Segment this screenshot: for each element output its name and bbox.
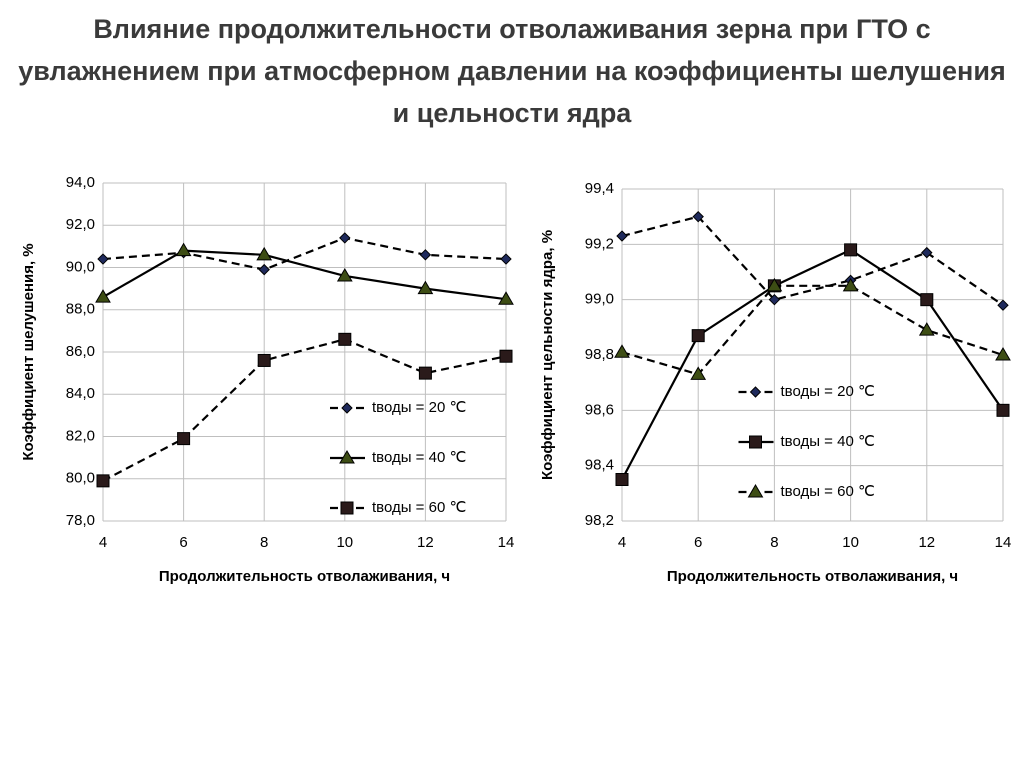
y-tick-label: 99,0 [585,291,614,308]
marker [997,299,1009,311]
legend-marker [749,386,762,398]
x-tick-label: 12 [918,534,935,551]
x-tick-label: 12 [417,534,434,551]
legend-marker [341,402,353,414]
marker [419,249,432,261]
marker [996,403,1010,417]
marker [918,322,935,336]
y-tick-label: 78,0 [66,512,95,529]
marker [257,353,271,367]
y-tick-label: 98,8 [585,346,614,363]
marker [96,474,110,488]
x-tick-label: 10 [336,534,353,551]
x-tick-label: 6 [694,534,702,551]
slide-title: Влияние продолжительности отволаживания … [18,14,1006,128]
y-tick-label: 82,0 [66,427,95,444]
marker [766,277,783,292]
x-tick-label: 8 [770,534,778,551]
y-tick-label: 98,2 [585,512,614,529]
y-tick-label: 80,0 [66,470,95,487]
marker [338,332,352,346]
marker [920,293,934,307]
marker [690,366,707,380]
legend-label: tводы = 60 ℃ [372,499,466,516]
x-tick-label: 10 [842,534,859,551]
series-line [621,248,1004,481]
y-tick-label: 99,2 [585,235,614,252]
x-axis-label: Продолжительность отволаживания, ч [667,568,958,585]
x-tick-label: 14 [498,534,515,551]
marker [691,329,705,343]
y-tick-label: 99,4 [585,180,614,197]
marker [842,277,859,292]
y-tick-label: 84,0 [66,385,95,402]
marker [615,473,629,486]
legend-marker [339,450,355,464]
marker [177,432,191,446]
y-tick-label: 90,0 [66,258,95,275]
marker [97,253,109,265]
marker [614,344,630,358]
x-axis-label: Продолжительность отволаживания, ч [159,568,450,585]
marker [336,267,353,282]
y-tick-label: 92,0 [66,216,95,233]
legend-label: tводы = 20 ℃ [781,383,875,400]
legend-label: tводы = 60 ℃ [781,483,875,500]
legend-marker [747,484,764,498]
x-tick-label: 8 [260,534,268,551]
marker [256,246,273,261]
y-tick-label: 86,0 [66,343,95,360]
marker [844,243,858,257]
marker [418,366,432,380]
marker [616,230,628,242]
x-tick-label: 6 [179,534,187,551]
marker [768,293,781,306]
legend-marker [749,435,762,449]
marker [500,253,512,265]
y-axis-label: Коэффициент шелушения, % [20,243,37,460]
y-tick-label: 98,4 [585,457,614,474]
marker [692,210,704,223]
legend-marker [340,501,354,515]
y-tick-label: 98,6 [585,401,614,418]
legend-label: tводы = 40 ℃ [781,433,875,450]
marker [417,280,434,295]
marker [95,289,111,303]
y-tick-label: 94,0 [66,174,95,191]
x-tick-label: 14 [995,534,1012,551]
x-tick-label: 4 [618,534,626,551]
marker [921,246,933,259]
x-tick-label: 4 [99,534,107,551]
marker [258,263,270,276]
y-tick-label: 88,0 [66,301,95,318]
legend-label: tводы = 40 ℃ [372,449,466,466]
y-axis-label: Коэффициент цельности ядра, % [539,230,556,480]
series-line [621,284,1004,376]
marker [339,232,351,244]
series-line [621,215,1004,307]
marker [499,349,513,363]
marker [498,291,514,305]
series-line [102,249,507,301]
marker [175,242,192,257]
series-line [102,236,507,271]
marker [995,347,1011,361]
legend-label: tводы = 20 ℃ [372,399,466,416]
